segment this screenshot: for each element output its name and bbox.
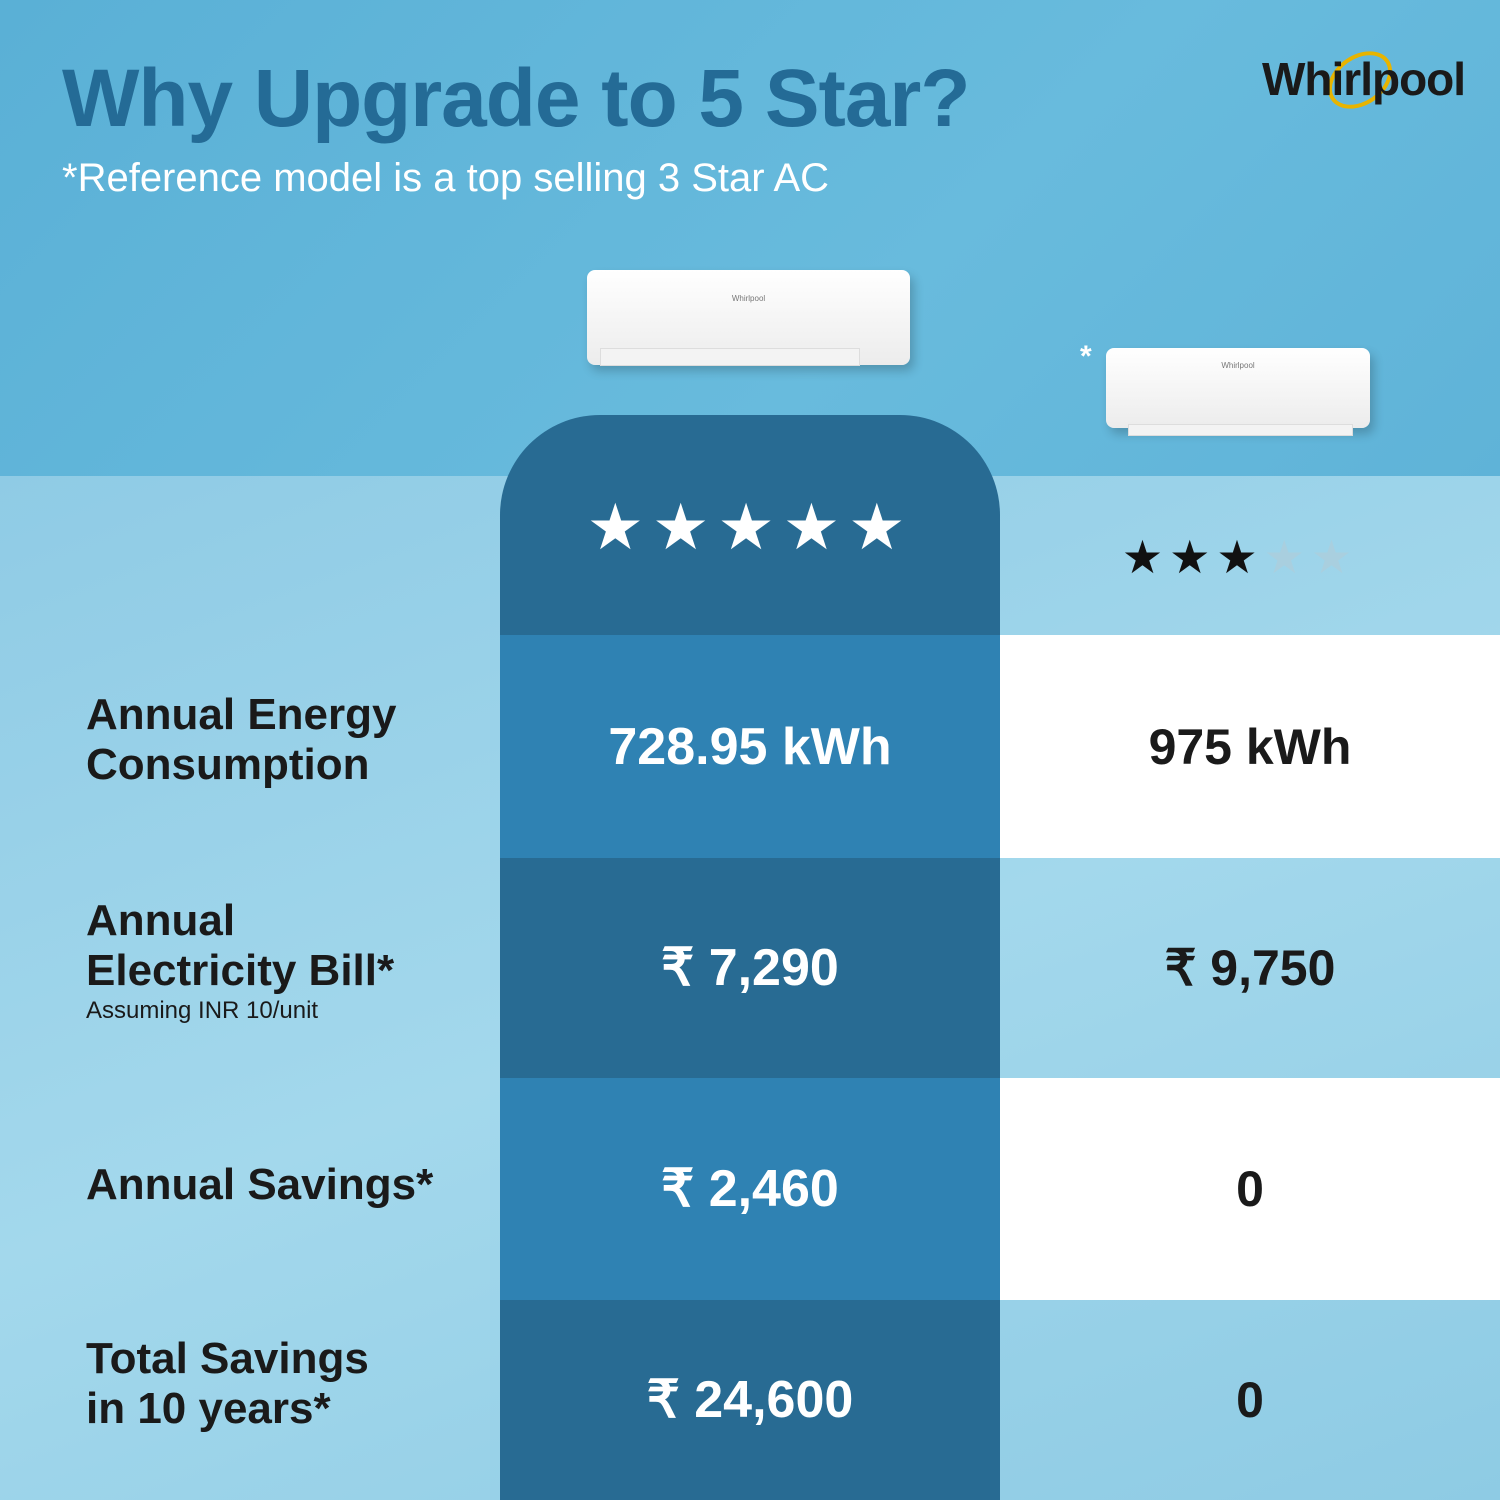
- reference-bill: ₹ 9,750: [1000, 858, 1500, 1078]
- reference-marker: *: [1080, 340, 1092, 373]
- five-star-bill: ₹ 7,290: [500, 858, 1000, 1078]
- page-title: Why Upgrade to 5 Star?: [62, 53, 970, 144]
- label-line: Annual Savings*: [86, 1160, 434, 1209]
- value: 975 kWh: [1148, 718, 1352, 775]
- star-icon: ★: [1121, 531, 1170, 583]
- value: ₹ 2,460: [661, 1160, 839, 1218]
- five-star-annual-savings: ₹ 2,460: [500, 1078, 1000, 1300]
- five-star-total-savings: ₹ 24,600: [500, 1300, 1000, 1500]
- star-empty-icon: ★: [1310, 531, 1359, 583]
- ac-brand: Whirlpool: [731, 294, 766, 303]
- value: 0: [1236, 1372, 1264, 1428]
- five-star-column: 728.95 kWh ₹ 7,290 ₹ 2,460 ₹ 24,600: [500, 415, 1000, 1500]
- star-icon: ★: [848, 491, 914, 563]
- reference-ac-image: Whirlpool: [1106, 348, 1370, 436]
- label-note: Assuming INR 10/unit: [86, 997, 319, 1024]
- reference-rating: ★★★★★: [1000, 530, 1480, 584]
- ac-flap: [1128, 424, 1353, 436]
- label-line: Electricity Bill*: [86, 946, 395, 995]
- star-icon: ★: [782, 491, 849, 563]
- row-label-annual-savings: Annual Savings*: [86, 1160, 433, 1210]
- star-icon: ★: [1169, 531, 1217, 583]
- star-icon: ★: [1216, 531, 1264, 583]
- ac-flap: [600, 348, 860, 366]
- label-line: Annual Energy: [86, 690, 397, 739]
- label-line: Consumption: [86, 740, 370, 789]
- value: 0: [1236, 1161, 1264, 1217]
- value: ₹ 24,600: [646, 1371, 854, 1429]
- row-label-energy: Annual Energy Consumption: [86, 690, 397, 790]
- value: ₹ 9,750: [1164, 940, 1336, 996]
- ac-brand: Whirlpool: [1221, 361, 1255, 370]
- reference-annual-savings: 0: [1000, 1078, 1500, 1300]
- value: 728.95 kWh: [608, 717, 892, 776]
- five-star-energy: 728.95 kWh: [500, 635, 1000, 858]
- five-star-ac-image: Whirlpool: [587, 270, 910, 366]
- reference-total-savings: 0: [1000, 1300, 1500, 1500]
- label-line: Total Savings: [86, 1334, 369, 1383]
- star-icon: ★: [586, 491, 652, 563]
- star-icon: ★: [717, 491, 783, 563]
- row-label-total-savings: Total Savings in 10 years*: [86, 1334, 369, 1434]
- label-line: Annual: [86, 896, 236, 945]
- star-icon: ★: [651, 491, 718, 563]
- whirlpool-logo: Whirlpool: [1262, 53, 1466, 105]
- row-label-bill: Annual Electricity Bill* Assuming INR 10…: [86, 896, 394, 1026]
- label-line: in 10 years*: [86, 1384, 331, 1433]
- value: ₹ 7,290: [661, 939, 839, 997]
- star-empty-icon: ★: [1263, 531, 1311, 583]
- five-star-rating: ★★★★★: [500, 490, 1000, 565]
- reference-energy: 975 kWh: [1000, 635, 1500, 858]
- subtitle: *Reference model is a top selling 3 Star…: [62, 156, 830, 200]
